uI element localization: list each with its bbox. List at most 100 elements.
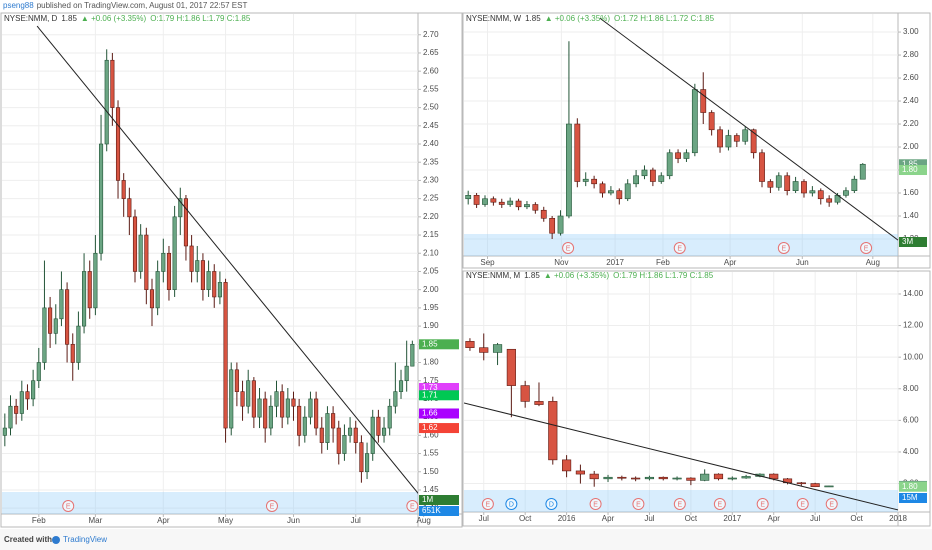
y-tick-label: 1.45 [423,485,439,494]
trendline [464,402,898,511]
candle-body [353,427,358,443]
candle-body [741,476,751,479]
x-tick-label: Jul [351,516,361,525]
candle-body [549,217,556,234]
candle-body [149,289,155,309]
y-tick-label: 2.15 [423,230,439,239]
y-tick-label: 2.60 [423,66,439,75]
y-tick-label: 2.20 [903,119,919,128]
candle-body [851,178,858,192]
event-label: E [864,245,869,252]
candle-body [229,369,234,429]
candle-body [759,152,765,182]
candle-body [817,190,824,200]
candle-body [280,391,285,418]
y-tick-label: 2.60 [903,73,919,82]
candle-body [217,282,222,298]
x-tick-label: Jun [287,516,300,525]
price-tag [899,165,927,176]
candle-body [796,482,806,485]
candle-body [98,143,104,254]
event-label: E [677,501,682,508]
candle-body [223,282,228,429]
legend-change: ▲ +0.06 (+3.35%) [544,271,610,280]
candle-body [767,181,774,188]
candle-body [48,307,53,334]
candle-body [717,129,723,148]
y-tick-label: 3.00 [903,27,919,36]
candle-body [713,473,724,480]
candle-body [520,385,530,402]
y-tick-label: 2.40 [903,96,919,105]
price-tag [419,408,459,419]
x-tick-label: Apr [602,514,615,523]
candle-body [784,175,791,192]
candle-body [708,112,715,131]
event-label: E [718,501,723,508]
event-label: E [566,245,571,252]
price-tag [419,423,459,434]
candle-body [644,476,655,480]
event-marker [265,500,278,512]
credit-user[interactable]: pseng88 [3,1,34,10]
candle-body [70,343,75,363]
y-tick-label: 10.00 [903,352,924,361]
x-tick-label: May [218,516,233,525]
candle-body [393,391,398,407]
event-marker [406,500,419,512]
volume-tag-label: 651K [422,506,441,515]
candle-body [733,135,740,142]
legend-symbol: NYSE:NMM, W [466,14,522,23]
x-tick-label: Aug [866,258,880,267]
x-tick-label: Oct [685,514,698,523]
candle-body [599,183,606,194]
y-tick-label: 2.50 [423,103,439,112]
candle-body [178,198,183,218]
footer-logo [52,536,60,544]
candle-body [498,201,505,205]
y-tick-label: 1.75 [423,376,439,385]
event-label: D [509,501,514,508]
y-tick-label: 8.00 [903,384,919,393]
event-label: E [270,503,275,510]
candle-body [348,427,353,436]
x-tick-label: 2018 [889,514,907,523]
candle-body [19,391,24,414]
price-tag [419,382,459,393]
legend-symbol: NYSE:NMM, D [4,14,58,23]
event-label: E [66,503,71,510]
candle-body [183,198,189,247]
candle-body [59,289,64,320]
price-tag-label: 1.71 [422,390,438,399]
x-tick-label: Apr [724,258,737,267]
footer-brand[interactable]: TradingView [63,535,107,544]
candle-body [268,405,273,429]
candle-body [246,380,251,407]
y-tick-label: 1.60 [423,430,439,439]
event-marker [673,242,686,254]
legend-change: ▲ +0.06 (+3.35%) [545,14,611,23]
candle-body [574,123,581,182]
volume-tag [419,506,459,516]
candle-body [14,405,19,414]
x-tick-label: 2017 [723,514,741,523]
volume-tag [899,493,927,503]
candle-body [575,470,585,475]
trendline [599,17,898,241]
y-tick-label: 4.00 [903,447,919,456]
y-tick-label: 2.40 [423,139,439,148]
candle-body [566,123,572,217]
event-marker [505,498,518,510]
x-tick-label: Feb [32,516,46,525]
volume-tag-label: 1M [422,495,433,504]
price-tag [419,339,459,350]
y-tick-label: 2.00 [903,142,919,151]
candle-body [608,190,614,194]
panel-frame [462,270,931,527]
candle-body [76,325,81,363]
candle-body [540,209,547,219]
candle-body [370,416,375,454]
candle-body [376,416,381,436]
